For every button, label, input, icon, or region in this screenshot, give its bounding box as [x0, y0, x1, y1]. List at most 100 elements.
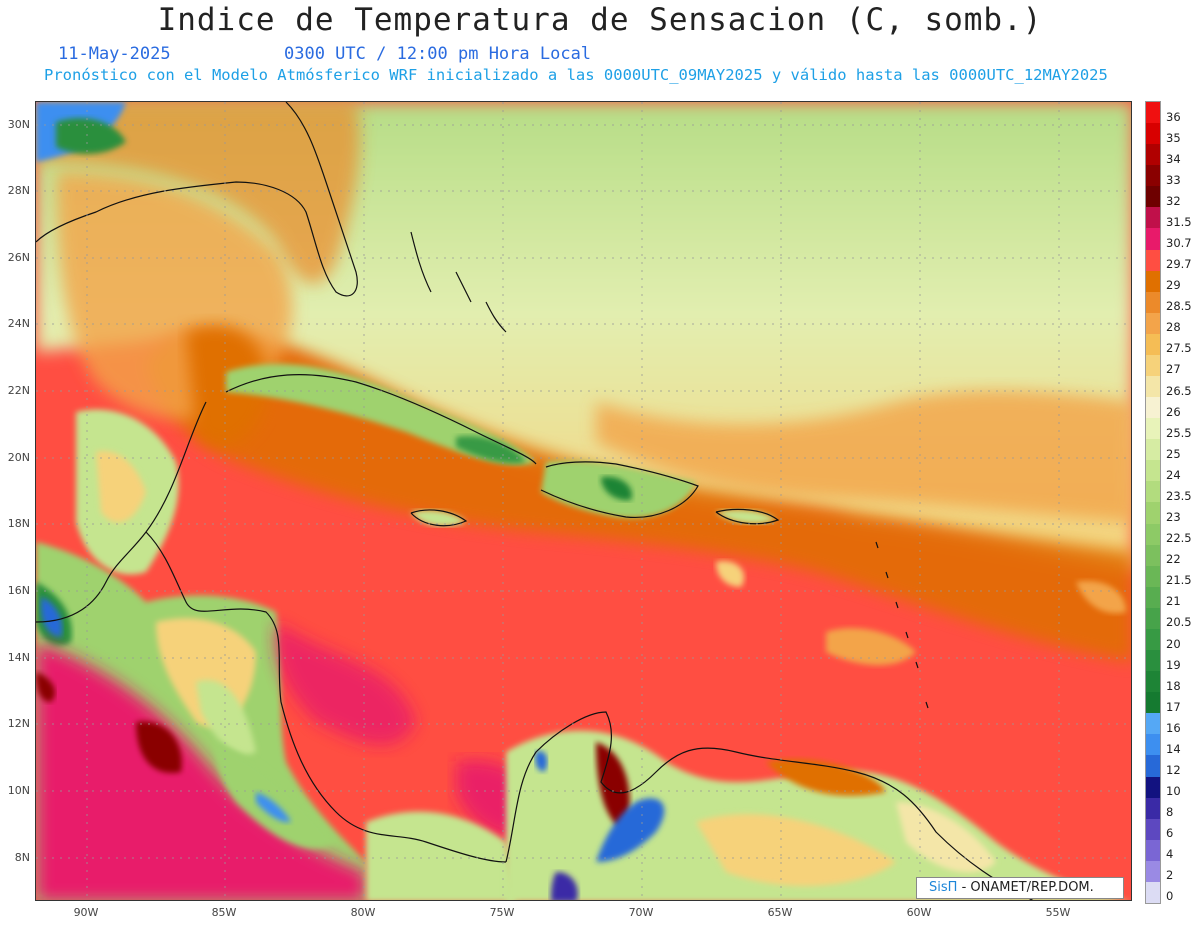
colorbar-swatch	[1146, 165, 1160, 187]
colorbar-swatch	[1146, 607, 1160, 629]
colorbar-label: 34	[1166, 151, 1181, 166]
colorbar-label: 29	[1166, 278, 1181, 293]
colorbar-label: 12	[1166, 762, 1181, 777]
colorbar-label: 0	[1166, 889, 1174, 904]
colorbar-label: 8	[1166, 805, 1174, 820]
colorbar-swatch	[1146, 249, 1160, 271]
sispi-logo: SisΠ	[929, 880, 958, 895]
lat-label-24n: 24N	[7, 317, 30, 330]
colorbar-swatch	[1146, 270, 1160, 292]
colorbar-swatch	[1146, 565, 1160, 587]
lon-label-55w: 55W	[1045, 906, 1071, 919]
lat-label-18n: 18N	[7, 517, 30, 530]
valid-date: 11-May-2025	[58, 44, 171, 64]
colorbar-swatch	[1146, 186, 1160, 208]
map-title: Indice de Temperatura de Sensacion (C, s…	[157, 2, 1043, 38]
colorbar-swatch	[1146, 228, 1160, 250]
colorbar-label: 25	[1166, 446, 1181, 461]
colorbar-swatch	[1146, 692, 1160, 714]
colorbar-label: 23.5	[1166, 488, 1192, 503]
lat-label-8n: 8N	[14, 851, 30, 864]
colorbar-label: 24	[1166, 467, 1181, 482]
lat-label-16n: 16N	[7, 584, 30, 597]
lat-label-14n: 14N	[7, 651, 30, 664]
colorbar-swatch	[1146, 376, 1160, 398]
colorbar-swatch	[1146, 102, 1160, 124]
lat-label-10n: 10N	[7, 784, 30, 797]
colorbar-label: 10	[1166, 784, 1181, 799]
lat-label-28n: 28N	[7, 184, 30, 197]
colorbar-swatch	[1146, 671, 1160, 693]
colorbar-swatch	[1146, 776, 1160, 798]
lon-label-70w: 70W	[628, 906, 654, 919]
colorbar-swatch	[1146, 397, 1160, 419]
colorbar-swatch	[1146, 439, 1160, 461]
lon-label-85w: 85W	[211, 906, 237, 919]
colorbar-label: 14	[1166, 741, 1181, 756]
colorbar-label: 22.5	[1166, 531, 1192, 546]
colorbar-label: 18	[1166, 678, 1181, 693]
colorbar-label: 30.7	[1166, 236, 1192, 250]
colorbar-label: 28	[1166, 320, 1181, 335]
colorbar-label: 20.5	[1166, 615, 1192, 630]
model-run-info: Pronóstico con el Modelo Atmósferico WRF…	[44, 66, 1108, 84]
colorbar-label: 22	[1166, 552, 1181, 567]
lat-label-12n: 12N	[7, 717, 30, 730]
lat-label-22n: 22N	[7, 384, 30, 397]
colorbar-swatch	[1146, 628, 1160, 651]
colorbar-swatch	[1146, 734, 1160, 756]
valid-time: 0300 UTC / 12:00 pm Hora Local	[284, 44, 592, 64]
colorbar-label: 21	[1166, 594, 1181, 609]
lon-label-65w: 65W	[767, 906, 793, 919]
lat-label-26n: 26N	[7, 251, 30, 264]
map-field	[36, 102, 1131, 900]
colorbar-label: 27	[1166, 362, 1181, 377]
credit-text: - ONAMET/REP.DOM.	[961, 880, 1094, 895]
colorbar-label: 35	[1166, 130, 1181, 145]
colorbar-swatch	[1146, 797, 1160, 819]
heat-index-map	[35, 101, 1132, 901]
colorbar-label: 23	[1166, 510, 1181, 525]
colorbar-label: 26.5	[1166, 383, 1192, 398]
colorbar-swatch	[1146, 544, 1160, 566]
colorbar	[1145, 101, 1161, 904]
colorbar-swatch	[1146, 207, 1160, 229]
colorbar-label: 20	[1166, 636, 1181, 651]
colorbar-swatch	[1146, 502, 1160, 524]
colorbar-label: 31.5	[1166, 214, 1192, 229]
lon-label-60w: 60W	[906, 906, 932, 919]
colorbar-label: 27.5	[1166, 341, 1192, 356]
colorbar-swatch	[1146, 460, 1160, 482]
colorbar-swatch	[1146, 481, 1160, 503]
colorbar-swatch	[1146, 291, 1160, 313]
colorbar-swatch	[1146, 881, 1160, 903]
colorbar-swatch	[1146, 650, 1160, 672]
colorbar-label: 25.5	[1166, 425, 1192, 440]
colorbar-label: 4	[1166, 847, 1174, 862]
colorbar-label: 19	[1166, 657, 1181, 672]
colorbar-swatch	[1146, 354, 1160, 377]
colorbar-swatch	[1146, 312, 1160, 334]
lat-label-30n: 30N	[7, 118, 30, 131]
colorbar-swatch	[1146, 860, 1160, 882]
credit-box: SisΠ - ONAMET/REP.DOM.	[916, 877, 1124, 899]
colorbar-swatch	[1146, 144, 1160, 166]
colorbar-swatch	[1146, 523, 1160, 545]
colorbar-swatch	[1146, 418, 1160, 440]
lon-label-75w: 75W	[489, 906, 515, 919]
lon-label-80w: 80W	[350, 906, 376, 919]
colorbar-swatch	[1146, 123, 1160, 145]
lon-label-90w: 90W	[73, 906, 99, 919]
colorbar-swatch	[1146, 818, 1160, 840]
colorbar-swatch	[1146, 713, 1160, 735]
colorbar-label: 33	[1166, 172, 1181, 187]
colorbar-swatch	[1146, 839, 1160, 861]
colorbar-label: 26	[1166, 404, 1181, 419]
lat-label-20n: 20N	[7, 451, 30, 464]
colorbar-label: 17	[1166, 699, 1181, 714]
colorbar-swatch	[1146, 755, 1160, 777]
colorbar-label: 28.5	[1166, 299, 1192, 314]
colorbar-label: 36	[1166, 109, 1181, 124]
colorbar-label: 21.5	[1166, 573, 1192, 588]
colorbar-label: 16	[1166, 720, 1181, 735]
